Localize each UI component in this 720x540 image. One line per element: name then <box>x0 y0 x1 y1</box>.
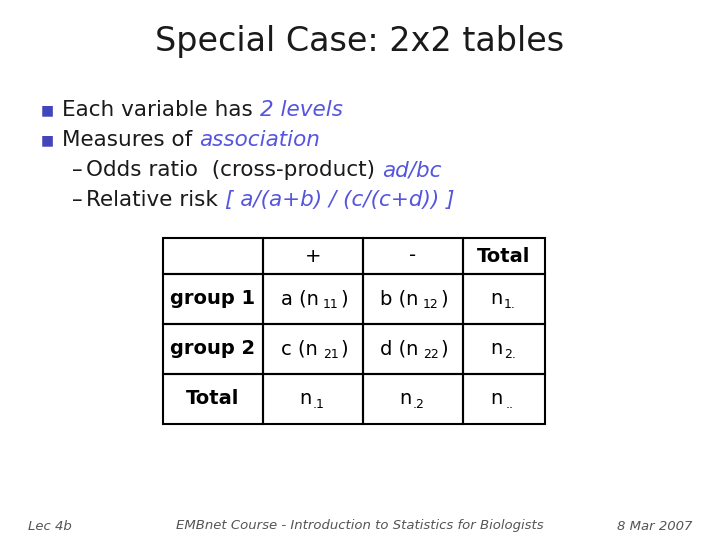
Text: c (n: c (n <box>282 340 318 359</box>
Text: 11: 11 <box>323 298 338 310</box>
Text: n: n <box>400 389 412 408</box>
Text: 12: 12 <box>423 298 438 310</box>
Text: ): ) <box>440 340 448 359</box>
Bar <box>263 324 363 374</box>
Text: ad/bc: ad/bc <box>382 160 441 180</box>
Bar <box>463 324 545 374</box>
Text: Measures of: Measures of <box>62 130 199 150</box>
Text: d (n: d (n <box>380 340 419 359</box>
Bar <box>163 374 263 424</box>
Text: n: n <box>300 389 312 408</box>
Text: n: n <box>490 340 503 359</box>
Text: Lec 4b: Lec 4b <box>28 519 72 532</box>
Text: a (n: a (n <box>281 289 319 308</box>
Text: b (n: b (n <box>380 289 419 308</box>
Text: Total: Total <box>477 246 531 266</box>
Text: group 1: group 1 <box>171 289 256 308</box>
Bar <box>463 238 545 274</box>
Text: EMBnet Course - Introduction to Statistics for Biologists: EMBnet Course - Introduction to Statisti… <box>176 519 544 532</box>
Text: 1.: 1. <box>504 298 516 310</box>
Bar <box>263 274 363 324</box>
Text: –: – <box>72 190 83 210</box>
Text: ): ) <box>440 289 448 308</box>
Text: n: n <box>490 389 503 408</box>
Text: Odds ratio  (cross-product): Odds ratio (cross-product) <box>86 160 382 180</box>
Bar <box>363 238 463 274</box>
Text: ..: .. <box>506 397 514 410</box>
Text: .2: .2 <box>413 397 425 410</box>
Text: .1: .1 <box>313 397 325 410</box>
Text: ): ) <box>340 340 348 359</box>
Text: Special Case: 2x2 tables: Special Case: 2x2 tables <box>156 25 564 58</box>
Bar <box>363 274 463 324</box>
Text: Total: Total <box>186 389 240 408</box>
Text: [ a/(a+b) / (c/(c+d)) ]: [ a/(a+b) / (c/(c+d)) ] <box>225 190 454 210</box>
Bar <box>363 374 463 424</box>
Bar <box>463 374 545 424</box>
Bar <box>163 324 263 374</box>
Text: 22: 22 <box>423 348 438 361</box>
Text: ■: ■ <box>41 133 54 147</box>
Bar <box>463 274 545 324</box>
Text: –: – <box>72 160 83 180</box>
Text: ■: ■ <box>41 103 54 117</box>
Text: group 2: group 2 <box>171 340 256 359</box>
Text: 2 levels: 2 levels <box>260 100 343 120</box>
Text: 2.: 2. <box>504 348 516 361</box>
Bar <box>363 324 463 374</box>
Text: ): ) <box>340 289 348 308</box>
Text: +: + <box>305 246 321 266</box>
Text: association: association <box>199 130 320 150</box>
Text: -: - <box>410 246 417 266</box>
Text: 8 Mar 2007: 8 Mar 2007 <box>616 519 692 532</box>
Text: Relative risk: Relative risk <box>86 190 225 210</box>
Text: Each variable has: Each variable has <box>62 100 260 120</box>
Bar <box>163 238 263 274</box>
Text: 21: 21 <box>323 348 338 361</box>
Bar <box>263 238 363 274</box>
Bar <box>263 374 363 424</box>
Bar <box>163 274 263 324</box>
Text: n: n <box>490 289 503 308</box>
